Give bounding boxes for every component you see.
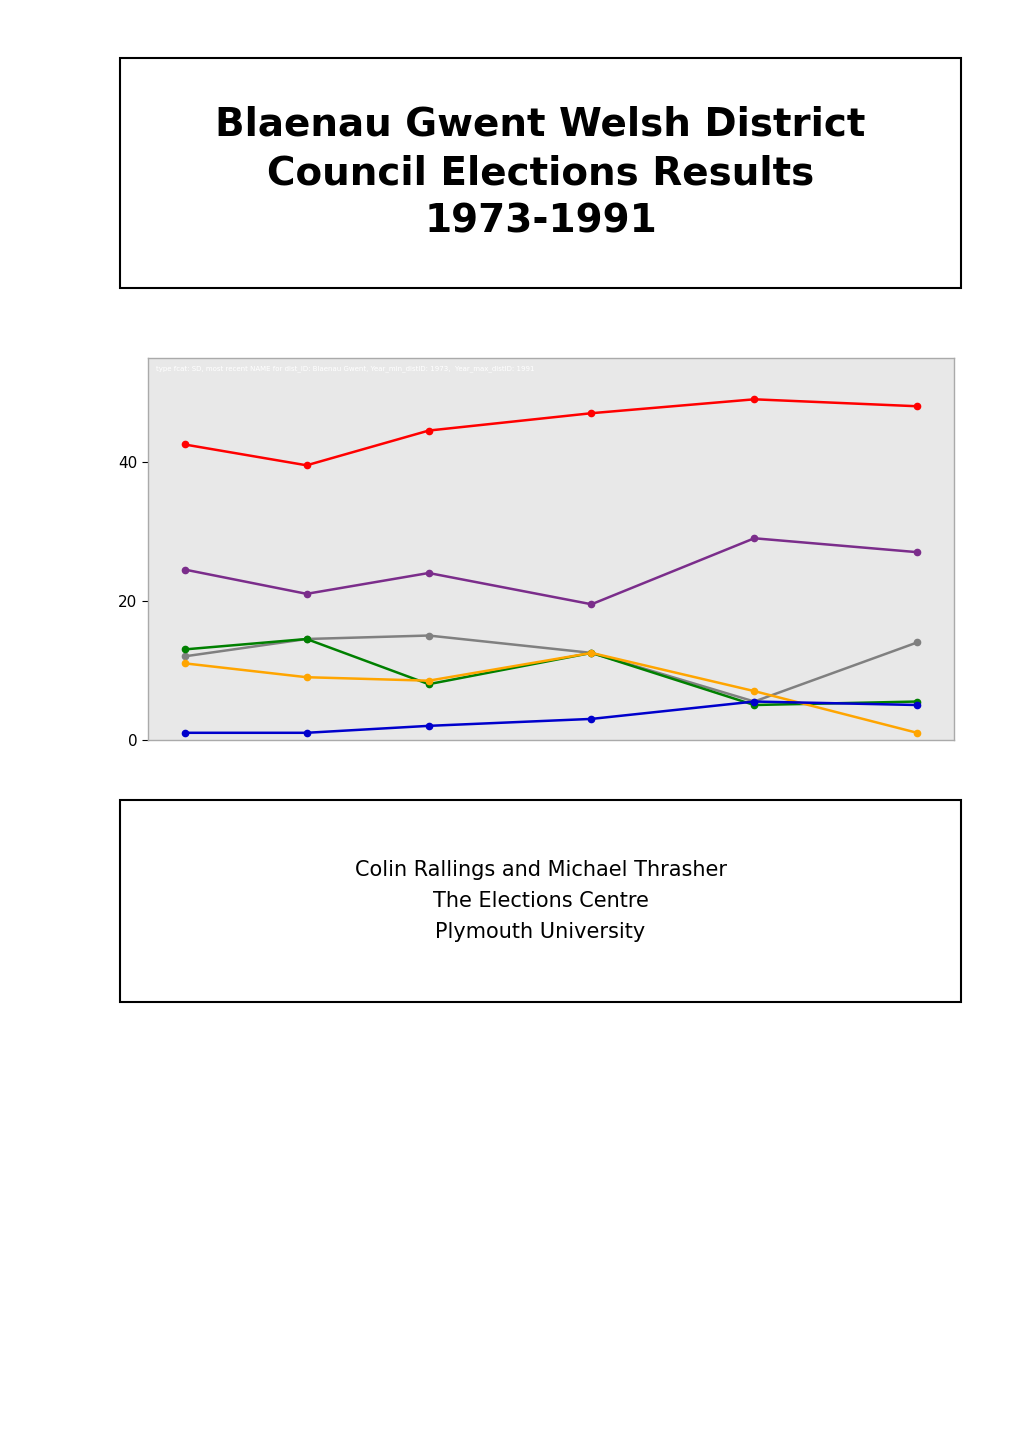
Ind bbox=[301, 585, 313, 603]
Lib bbox=[178, 655, 191, 672]
Line: SDP: SDP bbox=[181, 698, 919, 735]
Con bbox=[747, 694, 759, 711]
Line: Lib: Lib bbox=[181, 650, 919, 735]
PC bbox=[178, 640, 191, 658]
Lab bbox=[910, 398, 922, 415]
FancyBboxPatch shape bbox=[120, 800, 960, 1002]
Con bbox=[585, 645, 597, 662]
Text: Blaenau Gwent Welsh District
Council Elections Results
1973-1991: Blaenau Gwent Welsh District Council Ele… bbox=[215, 105, 865, 241]
Text: type fcat: SD, most recent NAME for dist_ID: Blaenau Gwent, Year_min_distID: 197: type fcat: SD, most recent NAME for dist… bbox=[156, 365, 534, 372]
SDP bbox=[178, 724, 191, 741]
Line: PC: PC bbox=[181, 636, 919, 708]
Con bbox=[178, 647, 191, 665]
Line: Lab: Lab bbox=[181, 397, 919, 469]
Lib bbox=[585, 645, 597, 662]
Lab bbox=[301, 457, 313, 474]
Con bbox=[422, 627, 434, 645]
Ind bbox=[747, 529, 759, 547]
PC bbox=[910, 694, 922, 711]
SDP bbox=[910, 696, 922, 714]
Line: Ind: Ind bbox=[181, 535, 919, 607]
Lab bbox=[747, 391, 759, 408]
Ind bbox=[178, 561, 191, 578]
SDP bbox=[585, 711, 597, 728]
Lib bbox=[301, 669, 313, 686]
Lib bbox=[422, 672, 434, 689]
Lab bbox=[585, 405, 597, 423]
Lib bbox=[910, 724, 922, 741]
Ind bbox=[422, 564, 434, 581]
Ind bbox=[585, 596, 597, 613]
Text: Colin Rallings and Michael Thrasher
The Elections Centre
Plymouth University: Colin Rallings and Michael Thrasher The … bbox=[355, 859, 726, 943]
Lab bbox=[178, 435, 191, 453]
SDP bbox=[747, 694, 759, 711]
SDP bbox=[301, 724, 313, 741]
Con bbox=[910, 634, 922, 652]
FancyBboxPatch shape bbox=[120, 58, 960, 288]
PC bbox=[747, 696, 759, 714]
Con bbox=[301, 630, 313, 647]
PC bbox=[301, 630, 313, 647]
SDP bbox=[422, 717, 434, 734]
Line: Con: Con bbox=[181, 633, 919, 705]
Lab bbox=[422, 423, 434, 440]
PC bbox=[585, 645, 597, 662]
Ind bbox=[910, 544, 922, 561]
Lib bbox=[747, 682, 759, 699]
PC bbox=[422, 675, 434, 692]
